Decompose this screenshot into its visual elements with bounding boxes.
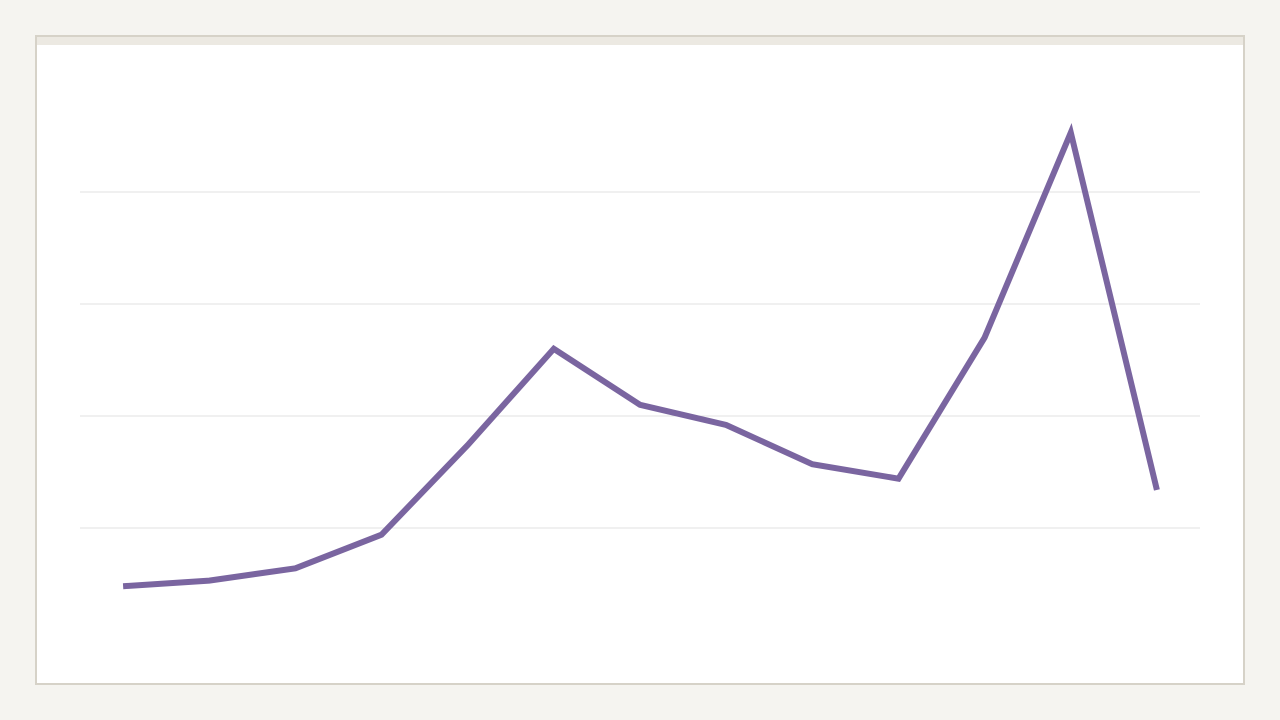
card-header-strip [37, 37, 1243, 45]
data-line [122, 123, 1160, 590]
chart-card [35, 35, 1245, 685]
